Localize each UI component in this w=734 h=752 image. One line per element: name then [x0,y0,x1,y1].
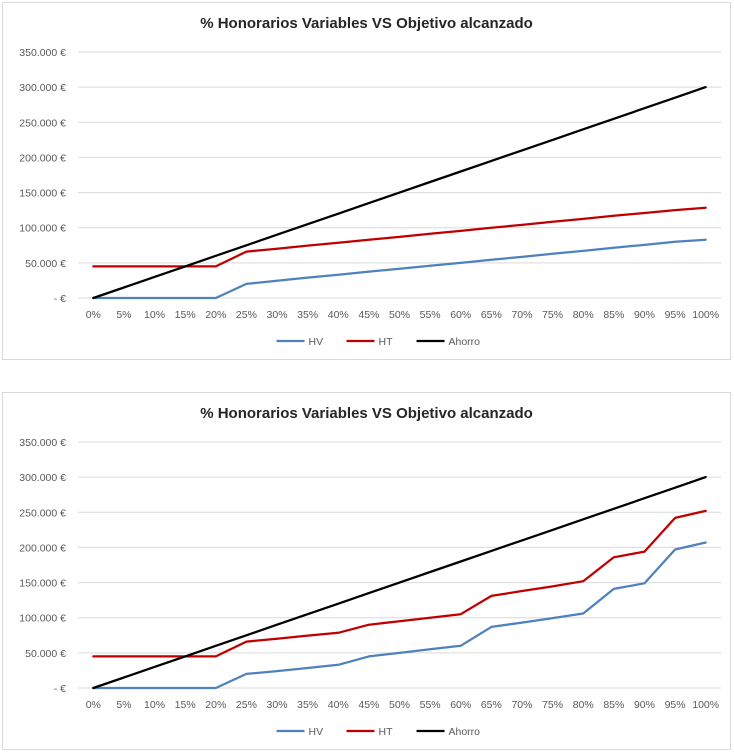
x-tick-label: 50% [389,309,410,321]
x-tick-label: 65% [481,699,502,711]
x-tick-label: 80% [573,309,594,321]
y-tick-label: 300.000 € [19,472,66,484]
x-tick-label: 75% [542,309,563,321]
x-tick-label: 55% [420,699,441,711]
chart-panel-2: % Honorarios Variables VS Objetivo alcan… [2,392,731,750]
x-tick-label: 0% [86,309,101,321]
x-tick-label: 95% [665,699,686,711]
x-tick-label: 20% [205,699,226,711]
x-tick-label: 40% [328,699,349,711]
y-tick-label: - € [54,683,66,695]
x-tick-label: 15% [175,699,196,711]
x-tick-label: 0% [86,699,101,711]
chart-panel-1: % Honorarios Variables VS Objetivo alcan… [2,2,731,360]
x-tick-label: 35% [297,309,318,321]
legend-label: HV [309,726,324,738]
x-tick-label: 50% [389,699,410,711]
x-tick-label: 25% [236,699,257,711]
x-tick-label: 70% [511,309,532,321]
x-tick-label: 5% [116,699,131,711]
series-line-ahorro [92,475,707,690]
series-line-ht [92,206,707,268]
x-tick-label: 85% [603,309,624,321]
x-tick-label: 100% [692,699,719,711]
gridlines [78,441,721,689]
x-tick-label: 65% [481,309,502,321]
x-tick-label: 30% [267,699,288,711]
x-tick-label: 100% [692,309,719,321]
line-chart-1: % Honorarios Variables VS Objetivo alcan… [19,15,721,348]
legend-label: Ahorro [449,726,481,738]
legend-label: HT [379,726,394,738]
x-tick-label: 10% [144,309,165,321]
x-tick-label: 20% [205,309,226,321]
legend-label: Ahorro [449,336,481,348]
x-tick-label: 35% [297,699,318,711]
series-line-hv [92,238,707,300]
y-tick-label: 350.000 € [19,437,66,449]
x-tick-label: 90% [634,309,655,321]
y-tick-label: 350.000 € [19,47,66,59]
x-tick-label: 80% [573,699,594,711]
x-tick-label: 40% [328,309,349,321]
legend: HV HT Ahorro [276,726,481,738]
legend-label: HT [379,336,394,348]
y-tick-label: 300.000 € [19,82,66,94]
y-tick-label: 150.000 € [19,578,66,590]
y-tick-label: 200.000 € [19,542,66,554]
x-tick-label: 60% [450,309,471,321]
chart-title: % Honorarios Variables VS Objetivo alcan… [200,15,533,32]
y-tick-label: 50.000 € [25,648,66,660]
x-tick-label: 25% [236,309,257,321]
y-tick-label: - € [54,293,66,305]
x-tick-label: 95% [665,309,686,321]
x-tick-label: 70% [511,699,532,711]
x-tick-label: 45% [358,309,379,321]
y-tick-label: 250.000 € [19,117,66,129]
y-tick-label: 150.000 € [19,188,66,200]
x-tick-label: 30% [267,309,288,321]
y-tick-label: 50.000 € [25,258,66,270]
legend: HV HT Ahorro [276,336,481,348]
x-tick-label: 5% [116,309,131,321]
x-tick-label: 55% [420,309,441,321]
series-line-hv [92,541,707,690]
chart-title: % Honorarios Variables VS Objetivo alcan… [200,405,533,422]
x-tick-label: 75% [542,699,563,711]
series-line-ahorro [92,85,707,300]
x-tick-label: 90% [634,699,655,711]
series-line-ht [92,509,707,658]
line-chart-2: % Honorarios Variables VS Objetivo alcan… [19,405,721,738]
x-tick-label: 15% [175,309,196,321]
y-tick-label: 100.000 € [19,223,66,235]
gridlines [78,51,721,299]
x-tick-label: 85% [603,699,624,711]
y-tick-label: 250.000 € [19,507,66,519]
legend-label: HV [309,336,324,348]
x-tick-label: 45% [358,699,379,711]
x-tick-label: 10% [144,699,165,711]
y-tick-label: 100.000 € [19,613,66,625]
y-tick-label: 200.000 € [19,152,66,164]
x-tick-label: 60% [450,699,471,711]
